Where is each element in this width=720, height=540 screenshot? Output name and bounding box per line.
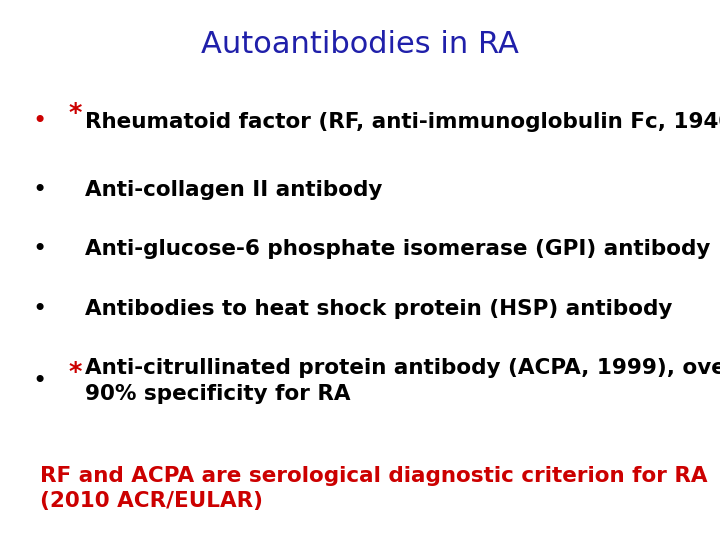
Text: Rheumatoid factor (RF, anti-immunoglobulin Fc, 1940): Rheumatoid factor (RF, anti-immunoglobul… [85, 111, 720, 132]
Text: *: * [68, 361, 82, 387]
Text: *: * [68, 102, 82, 128]
Text: Antibodies to heat shock protein (HSP) antibody: Antibodies to heat shock protein (HSP) a… [85, 299, 672, 319]
Text: •: • [32, 110, 47, 133]
Text: •: • [32, 297, 47, 321]
Text: •: • [32, 178, 47, 202]
Text: Anti-citrullinated protein antibody (ACPA, 1999), over
90% specificity for RA: Anti-citrullinated protein antibody (ACP… [85, 358, 720, 403]
Text: Anti-glucose-6 phosphate isomerase (GPI) antibody: Anti-glucose-6 phosphate isomerase (GPI)… [85, 239, 711, 260]
Text: RF and ACPA are serological diagnostic criterion for RA
(2010 ACR/EULAR): RF and ACPA are serological diagnostic c… [40, 466, 707, 511]
Text: Autoantibodies in RA: Autoantibodies in RA [201, 30, 519, 59]
Text: Anti-collagen II antibody: Anti-collagen II antibody [85, 180, 382, 200]
Text: •: • [32, 238, 47, 261]
Text: •: • [32, 369, 47, 393]
